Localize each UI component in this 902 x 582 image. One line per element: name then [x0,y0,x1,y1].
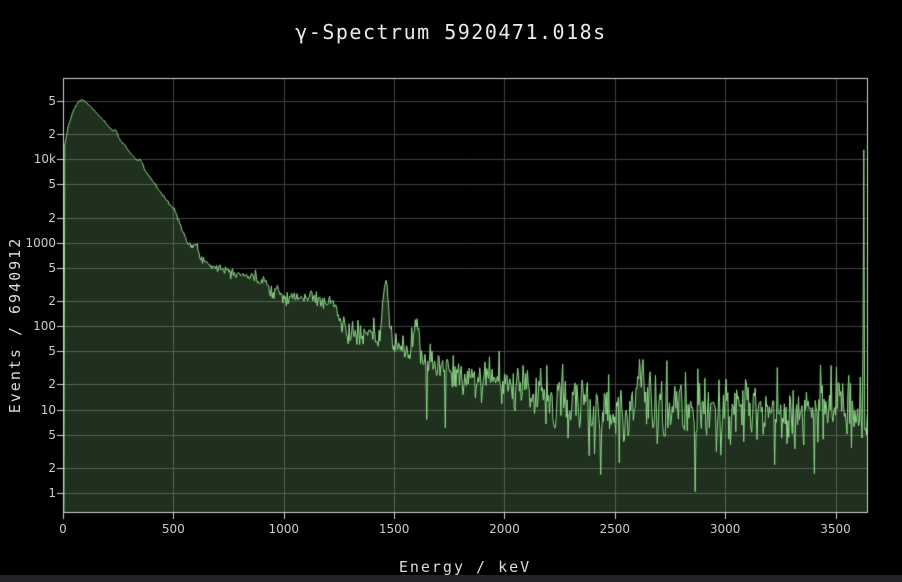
x-tick-label: 2000 [489,522,520,536]
y-axis-title: Events / 6940912 [6,236,24,414]
y-tick-label: 100 [33,319,56,334]
y-tick-label: 5 [48,177,56,192]
x-tick-label: 2500 [599,522,631,536]
x-axis-title: Energy / keV [398,558,532,576]
x-tick-label: 3000 [709,522,741,536]
x-tick-label: 1500 [378,522,410,536]
y-tick-label: 2 [48,460,56,475]
window-bottom-bar [0,575,902,582]
y-tick-label: 1000 [25,235,56,250]
y-tick-label: 5 [48,344,56,359]
y-tick-label: 2 [48,127,56,142]
y-tick-label: 10 [40,402,56,417]
y-tick-label: 2 [48,210,56,225]
y-tick-label: 10k [33,152,56,167]
y-tick-label: 5 [48,260,56,275]
y-tick-label: 2 [48,377,56,392]
y-tick-label: 2 [48,294,56,309]
x-tick-label: 500 [161,522,185,536]
y-tick-label: 5 [48,427,56,442]
y-tick-label: 1 [48,485,56,500]
x-tick-label: 3500 [820,522,851,536]
x-tick-label: 0 [59,522,67,536]
x-tick-label: 1000 [268,522,299,536]
y-tick-label: 5 [48,94,56,109]
